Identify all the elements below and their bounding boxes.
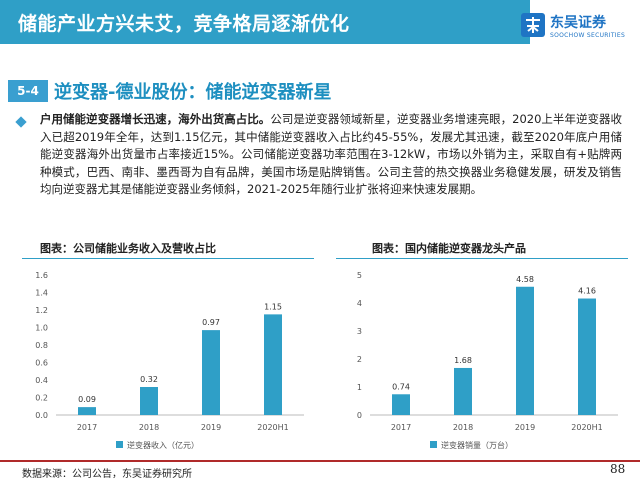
page-title: 储能产业方兴未艾，竞争格局逐渐优化 <box>18 13 350 35</box>
x-tick-label: 2018 <box>453 423 473 432</box>
x-tick-label: 2019 <box>515 423 535 432</box>
data-label: 4.16 <box>578 287 596 296</box>
data-source: 数据来源：公司公告，东吴证券研究所 <box>22 469 192 480</box>
y-tick-label: 1.2 <box>35 306 48 315</box>
section-title: 逆变器-德业股份：储能逆变器新星 <box>54 82 332 103</box>
paragraph-lead: 户用储能逆变器增长迅速，海外出货高占比。 <box>40 112 271 126</box>
y-tick-label: 2 <box>357 355 362 364</box>
data-label: 1.15 <box>264 302 282 311</box>
bar-2017 <box>78 407 96 415</box>
data-label: 4.58 <box>516 275 534 284</box>
legend-label: 逆变器收入（亿元） <box>127 440 199 450</box>
bar-2017 <box>392 394 410 415</box>
x-tick-label: 2019 <box>201 423 221 432</box>
y-tick-label: 1.6 <box>35 271 48 280</box>
y-tick-label: 1 <box>357 383 362 392</box>
y-tick-label: 4 <box>357 299 362 308</box>
bar-2018 <box>140 387 158 415</box>
data-label: 0.32 <box>140 375 158 384</box>
body-paragraph: 户用储能逆变器增长迅速，海外出货高占比。公司是逆变器领域新星，逆变器业务增速亮眼… <box>40 111 622 199</box>
x-tick-label: 2018 <box>139 423 159 432</box>
y-tick-label: 0.4 <box>35 376 48 385</box>
y-tick-label: 1.4 <box>35 289 48 298</box>
bar-2019 <box>516 286 534 415</box>
page-number: 88 <box>610 462 626 476</box>
company-logo: 东吴证券 SOOCHOW SECURITIES <box>520 6 635 42</box>
chart1-title: 图表：公司储能业务收入及营收占比 <box>40 242 216 255</box>
legend-swatch <box>430 441 437 448</box>
bar-2018 <box>454 367 472 415</box>
chart1-frame: 0.0 0.2 0.4 0.6 0.8 1.0 1.2 1.4 1.6 0.09 2017 0.32 2… <box>22 258 314 459</box>
y-tick-label: 3 <box>357 327 362 336</box>
logo-text-cn: 东吴证券 <box>550 15 606 31</box>
chart2-frame: 0 1 2 3 4 5 0.74 2017 1.68 2018 4.58 2019 4.16 2020H1… <box>336 258 628 459</box>
y-tick-label: 0.6 <box>35 359 48 368</box>
data-label: 0.74 <box>392 382 410 391</box>
footer-divider <box>0 460 640 462</box>
diamond-bullet-icon <box>15 116 27 128</box>
logo-text-en: SOOCHOW SECURITIES <box>550 32 626 39</box>
section-number: 5-4 <box>8 80 48 102</box>
header-bar: 储能产业方兴未艾，竞争格局逐渐优化 <box>0 0 530 44</box>
legend-label: 逆变器销量（万台） <box>441 440 513 450</box>
bar-2019 <box>202 330 220 415</box>
x-tick-label: 2017 <box>391 423 411 432</box>
revenue-bar-chart: 0.0 0.2 0.4 0.6 0.8 1.0 1.2 1.4 1.6 0.09 2017 0.32 2… <box>35 271 304 450</box>
y-tick-label: 5 <box>357 271 362 280</box>
x-tick-label: 2020H1 <box>257 423 288 432</box>
chart2-title: 图表：国内储能逆变器龙头产品 <box>372 242 526 255</box>
bar-2020H1 <box>578 298 596 415</box>
y-tick-label: 0 <box>357 411 362 420</box>
data-label: 0.09 <box>78 395 96 404</box>
soochow-logo-icon <box>521 13 545 37</box>
paragraph-body: 公司是逆变器领域新星，逆变器业务增速亮眼，2020上半年逆变器收入已超2019年… <box>40 112 623 197</box>
data-label: 1.68 <box>454 356 472 365</box>
y-tick-label: 0.2 <box>35 394 48 403</box>
data-label: 0.97 <box>202 318 220 327</box>
y-tick-label: 1.0 <box>35 324 48 333</box>
sales-bar-chart: 0 1 2 3 4 5 0.74 2017 1.68 2018 4.58 2019 4.16 2020H1… <box>357 271 618 450</box>
bar-2020H1 <box>264 314 282 415</box>
legend-swatch <box>116 441 123 448</box>
x-tick-label: 2017 <box>77 423 97 432</box>
x-tick-label: 2020H1 <box>571 423 602 432</box>
y-tick-label: 0.0 <box>35 411 48 420</box>
y-tick-label: 0.8 <box>35 341 48 350</box>
